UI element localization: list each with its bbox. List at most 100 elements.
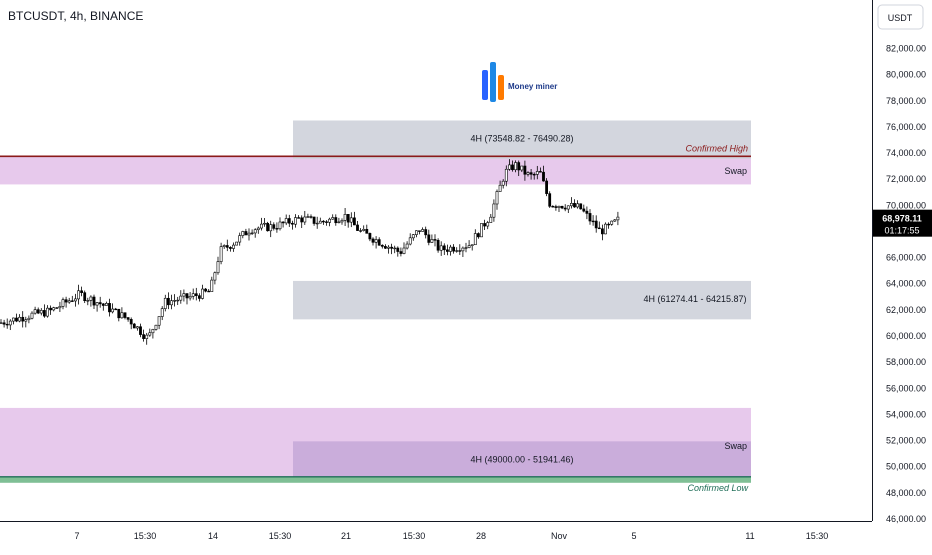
candle (548, 193, 552, 207)
candle (21, 316, 25, 322)
candle (80, 290, 84, 293)
candle (387, 246, 390, 249)
zone-label: 4H (73548.82 - 76490.28) (470, 133, 573, 143)
candle (55, 307, 59, 309)
candle (225, 245, 229, 248)
candle (256, 227, 260, 231)
price-tick-label: 80,000.00 (886, 70, 926, 80)
swap-zone (0, 156, 751, 185)
candle (39, 310, 43, 314)
candle (396, 247, 400, 252)
price-tick-label: 74,000.00 (886, 148, 926, 158)
candle (498, 184, 502, 192)
candle (576, 203, 580, 208)
candle (15, 317, 18, 322)
candle (83, 292, 87, 302)
candle (594, 220, 598, 229)
candle (160, 308, 164, 317)
currency-button-label[interactable]: USDT (888, 13, 913, 23)
confirmed-low-band (0, 476, 751, 483)
candle (362, 228, 366, 231)
candle (312, 216, 316, 224)
candle (616, 216, 620, 221)
candle (356, 224, 359, 231)
candle (95, 302, 99, 306)
price-tick-label: 58,000.00 (886, 357, 926, 367)
candle (470, 244, 474, 246)
time-tick-label: 15:30 (806, 531, 829, 541)
candle (414, 230, 418, 235)
candle (495, 191, 499, 205)
candle (405, 243, 409, 249)
candle (328, 218, 332, 223)
candle (101, 303, 105, 306)
candle (365, 228, 369, 234)
time-tick-label: 28 (476, 531, 486, 541)
candle (126, 317, 130, 320)
candle (424, 229, 428, 236)
candle (64, 299, 68, 303)
time-tick-label: 5 (631, 531, 636, 541)
candle (253, 229, 257, 234)
candle (321, 220, 325, 223)
candle (18, 316, 22, 322)
currency-button[interactable] (877, 4, 924, 30)
candle (42, 310, 46, 317)
candle (204, 288, 208, 292)
price-tick-label: 76,000.00 (886, 122, 926, 132)
price-tick-label: 82,000.00 (886, 43, 926, 53)
candle (455, 250, 459, 252)
candle (263, 222, 266, 225)
swap-label: Swap (724, 441, 747, 451)
candle (383, 246, 387, 249)
candle (300, 217, 304, 223)
confirmed-low-label: Confirmed Low (687, 483, 748, 493)
candle (377, 239, 381, 246)
candle (418, 230, 421, 232)
candle (74, 298, 77, 302)
candle (219, 246, 223, 262)
symbol-title: BTCUSDT, 4h, BINANCE (8, 9, 144, 23)
candle (569, 203, 573, 207)
candle (421, 229, 425, 232)
price-tick-label: 54,000.00 (886, 409, 926, 419)
candle (275, 228, 279, 230)
candle (399, 251, 403, 254)
candle (464, 247, 468, 249)
candle (542, 171, 545, 182)
candle (554, 206, 558, 208)
candle (33, 309, 37, 314)
candle (191, 293, 195, 297)
logo-text: Money miner (508, 82, 557, 91)
candle (411, 234, 415, 239)
zone-4h (293, 280, 751, 320)
price-tick-label: 78,000.00 (886, 96, 926, 106)
candle (374, 239, 378, 243)
candle (148, 332, 152, 336)
candle (30, 312, 34, 319)
candle (201, 288, 204, 299)
candle (445, 249, 449, 252)
candle (36, 309, 40, 314)
price-tick-label: 70,000.00 (886, 200, 926, 210)
candle (49, 307, 53, 311)
candle (235, 241, 239, 246)
candle (259, 223, 263, 229)
candle (337, 221, 341, 224)
candle (545, 180, 549, 194)
candle (216, 261, 220, 274)
zone-4h (293, 441, 751, 480)
candle (514, 162, 518, 171)
candle (287, 218, 291, 224)
zone-label: 4H (61274.41 - 64215.87) (643, 294, 746, 304)
candle (241, 231, 245, 236)
price-tick-label: 60,000.00 (886, 331, 926, 341)
candle (511, 164, 514, 171)
time-tick-label: Nov (551, 531, 568, 541)
price-tick-label: 56,000.00 (886, 383, 926, 393)
candle (532, 173, 536, 176)
candle (185, 293, 189, 299)
candle (467, 245, 471, 248)
